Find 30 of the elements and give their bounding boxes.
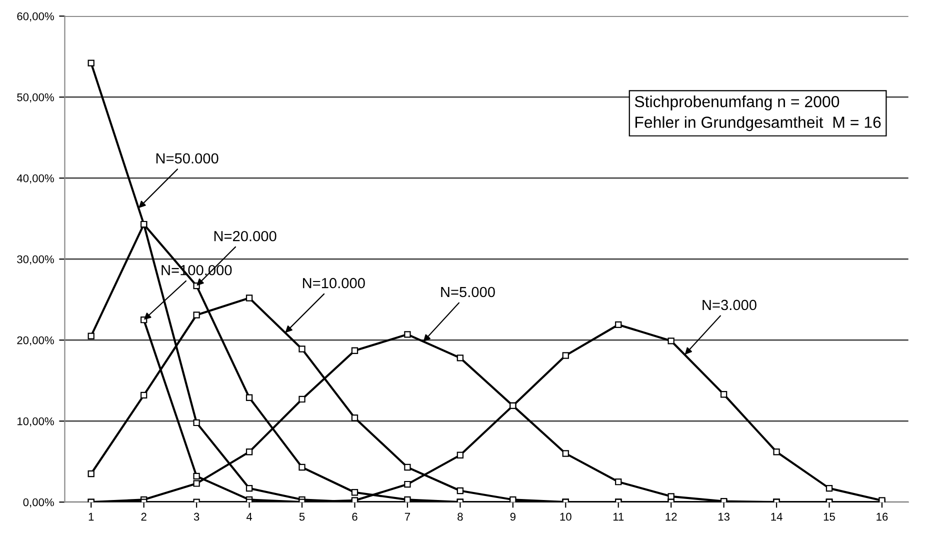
x-tick-label: 8 [458,512,463,521]
x-tick-label: 12 [666,512,677,521]
annotation: N=3.000 [702,300,756,310]
annotation: N=5.000 [441,286,495,298]
x-tick-label: 10 [560,512,572,521]
x-tick-label: 11 [613,512,624,521]
x-tick-label: 4 [246,512,252,521]
x-tick-label: 1 [88,512,94,521]
x-tick-label: 9 [510,512,516,521]
annotation: N=20.000 [214,230,276,242]
y-tick-label: 40,00% [16,174,54,184]
x-tick-label: 6 [352,512,358,521]
y-tick-label: 10,00% [18,417,54,427]
x-tick-label: 5 [299,512,305,521]
x-tick-label: 16 [876,512,888,521]
x-tick-label: 14 [771,512,782,521]
y-tick-label: 0,00% [23,498,54,508]
x-tick-label: 2 [141,512,146,521]
x-tick-label: 7 [404,512,410,521]
y-tick-label: 60,00% [17,12,54,22]
annotation: N=10.000 [303,278,365,288]
annotation: Stichprobenumfang n = 2000 [634,96,840,110]
y-tick-label: 50,00% [17,93,54,103]
x-tick-label: 15 [824,512,835,521]
y-tick-label: 30,00% [17,255,54,265]
annotation: N=50.000 [156,153,218,164]
annotation: Fehler in Grundgesamtheit M = 16 [635,116,881,132]
y-tick-label: 20,00% [17,336,54,346]
x-tick-label: 3 [194,512,200,521]
x-tick-label: 13 [718,512,730,521]
